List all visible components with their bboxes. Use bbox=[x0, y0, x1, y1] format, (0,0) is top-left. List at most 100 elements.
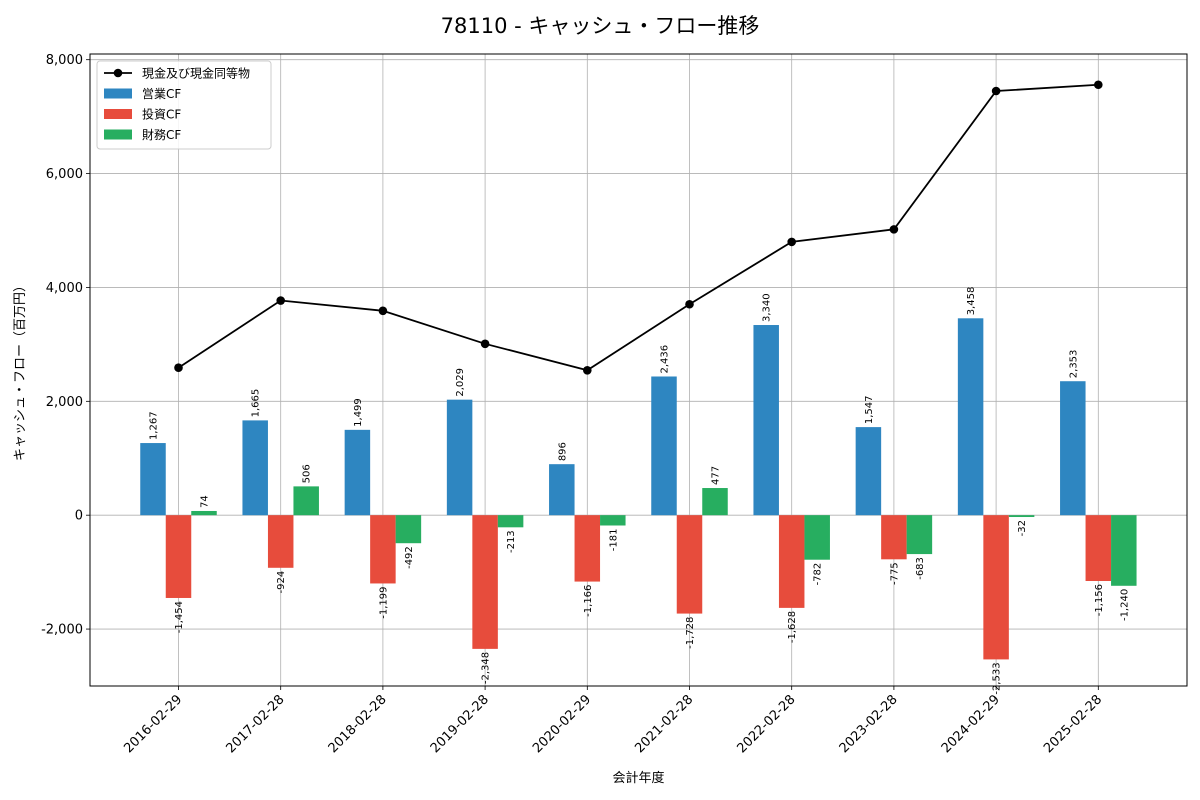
data-label: 477 bbox=[711, 466, 722, 485]
x-tick-label: 2019-02-28 bbox=[428, 692, 492, 756]
bar bbox=[983, 515, 1009, 660]
data-label: -2,348 bbox=[481, 652, 492, 684]
legend-bar-swatch bbox=[104, 88, 132, 99]
x-tick-label: 2024-02-29 bbox=[939, 692, 1003, 756]
x-tick-label: 2017-02-28 bbox=[223, 692, 287, 756]
data-label: -683 bbox=[915, 557, 926, 580]
x-tick-label: 2016-02-29 bbox=[121, 692, 185, 756]
bar bbox=[344, 429, 371, 516]
data-label: 2,436 bbox=[660, 345, 671, 374]
bar bbox=[881, 515, 907, 560]
bar bbox=[1085, 515, 1112, 582]
legend-bar-swatch bbox=[104, 129, 132, 140]
cash-line-marker bbox=[991, 86, 1001, 96]
legend-marker-swatch bbox=[113, 68, 123, 78]
data-label: -32 bbox=[1017, 520, 1028, 536]
data-label: -782 bbox=[813, 563, 824, 586]
y-tick-label: 2,000 bbox=[46, 395, 83, 410]
x-tick-label: 2020-02-29 bbox=[530, 692, 594, 756]
data-label: -924 bbox=[276, 571, 287, 594]
x-tick-label: 2023-02-28 bbox=[837, 692, 901, 756]
data-label: 3,340 bbox=[762, 293, 773, 322]
data-label: 1,499 bbox=[353, 398, 364, 427]
bar bbox=[574, 515, 601, 582]
cash-line-marker bbox=[787, 237, 796, 247]
cash-line-marker bbox=[685, 299, 694, 309]
cash-line bbox=[174, 80, 1103, 375]
data-label: -181 bbox=[608, 528, 619, 551]
bar bbox=[1111, 515, 1137, 586]
data-label: 896 bbox=[557, 442, 568, 461]
bar bbox=[1008, 515, 1035, 518]
bar bbox=[165, 515, 192, 598]
data-label: 2,029 bbox=[455, 368, 466, 397]
data-label: -2,533 bbox=[992, 662, 1003, 694]
y-tick-label: 4,000 bbox=[46, 281, 83, 296]
cash-line-marker bbox=[276, 296, 286, 305]
x-axis-label: 会計年度 bbox=[612, 770, 664, 786]
y-tick-label: 6,000 bbox=[46, 167, 83, 182]
y-axis-label: キャッシュ・フロー（百万円） bbox=[13, 279, 28, 461]
data-label: -1,728 bbox=[685, 617, 696, 649]
cash-line-path bbox=[178, 83, 1099, 372]
bar bbox=[906, 515, 933, 555]
data-label: 506 bbox=[302, 464, 313, 483]
data-label: -1,156 bbox=[1094, 584, 1105, 616]
legend-entry-label: 投資CF bbox=[142, 107, 181, 122]
plot-frame bbox=[89, 53, 1188, 687]
bar bbox=[651, 376, 677, 516]
legend-entry-label: 財務CF bbox=[142, 127, 181, 142]
cash-line-marker bbox=[583, 365, 592, 375]
bar bbox=[549, 464, 575, 516]
data-label: -213 bbox=[506, 530, 517, 553]
data-label: -775 bbox=[889, 562, 900, 585]
x-tick-label: 2021-02-28 bbox=[632, 692, 696, 756]
data-label: 1,665 bbox=[251, 389, 262, 418]
bar bbox=[293, 486, 319, 516]
bar bbox=[497, 515, 524, 528]
data-label: -1,199 bbox=[378, 586, 389, 618]
data-label: -1,240 bbox=[1119, 589, 1130, 621]
x-tick-label: 2018-02-28 bbox=[326, 692, 390, 756]
data-label: -1,166 bbox=[583, 585, 594, 617]
cash-line-marker bbox=[480, 339, 490, 349]
bar bbox=[676, 515, 703, 614]
data-label: 2,353 bbox=[1068, 350, 1079, 379]
data-labels: 1,267 1,665 1,499 2,029 896 2,436 3,340 1,547 3,… bbox=[149, 287, 1131, 695]
cash-line-marker bbox=[1094, 80, 1103, 90]
bar bbox=[446, 399, 473, 516]
data-label: 3,458 bbox=[966, 287, 977, 316]
y-tick-label: -2,000 bbox=[41, 623, 83, 638]
legend-entry-label: 現金及び現金同等物 bbox=[142, 66, 250, 81]
data-label: 74 bbox=[200, 495, 211, 508]
cash-line-marker bbox=[889, 225, 899, 234]
bar bbox=[395, 515, 422, 544]
legend-entry-label: 営業CF bbox=[142, 87, 181, 101]
x-tick-label: 2025-02-28 bbox=[1041, 692, 1105, 756]
bar bbox=[855, 427, 882, 516]
legend-bar-swatch bbox=[104, 109, 132, 119]
cash-line-marker bbox=[174, 363, 183, 373]
bar bbox=[753, 325, 779, 516]
bar bbox=[804, 515, 830, 560]
bar bbox=[600, 515, 626, 526]
bar bbox=[1060, 381, 1086, 516]
bars bbox=[140, 318, 1137, 660]
y-tick-label: 0 bbox=[75, 509, 83, 524]
data-label: -1,628 bbox=[787, 611, 798, 643]
x-tick-label: 2022-02-28 bbox=[734, 692, 798, 756]
y-tick-label: 8,000 bbox=[46, 53, 83, 68]
bar bbox=[267, 515, 294, 568]
bar bbox=[957, 318, 984, 516]
bar bbox=[191, 510, 217, 516]
chart-title: 78110 - キャッシュ・フロー推移 bbox=[440, 14, 760, 38]
data-label: 1,267 bbox=[149, 411, 160, 440]
data-label: 1,547 bbox=[864, 395, 875, 424]
data-label: -492 bbox=[404, 546, 415, 569]
bar bbox=[702, 488, 728, 516]
bar bbox=[472, 515, 498, 649]
bar bbox=[370, 515, 396, 584]
data-label: -1,454 bbox=[174, 601, 185, 633]
